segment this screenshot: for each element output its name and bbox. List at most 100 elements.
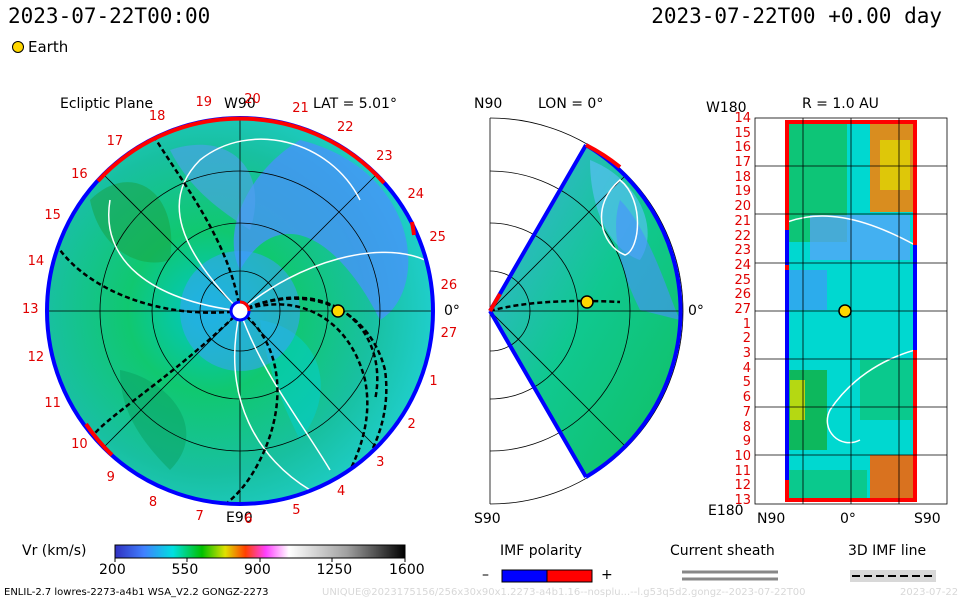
meridional-lon-label: LON = 0° [538, 96, 604, 112]
ecliptic-top-label: W90 [224, 96, 256, 112]
imf-negative-swatch [501, 569, 548, 583]
rotation-mark-2: 2 [407, 417, 416, 433]
meridional-top-label: N90 [474, 96, 503, 112]
rotation-mark-19: 19 [195, 95, 213, 111]
latlon-ytick-21: 8 [742, 419, 751, 435]
rotation-mark-18: 18 [148, 109, 166, 125]
imf-plus-label: + [601, 567, 613, 583]
colorbar-tick-200: 200 [99, 562, 126, 578]
latlon-top-left-label: W180 [706, 100, 747, 116]
ecliptic-bottom-label: E90 [226, 510, 253, 526]
rotation-mark-16: 16 [71, 167, 88, 182]
latlon-ytick-23: 10 [734, 448, 751, 464]
latlon-ytick-17: 4 [742, 360, 751, 376]
meridional-panel [488, 117, 684, 505]
latlon-ytick-16: 3 [742, 346, 751, 362]
imf-minus-label: – [482, 567, 489, 583]
meridional-right-label: 0° [688, 303, 704, 319]
rotation-mark-20: 20 [244, 92, 261, 108]
latlon-ytick-7: 21 [734, 213, 751, 229]
imf-polarity-title: IMF polarity [500, 543, 583, 559]
rotation-mark-22: 22 [337, 120, 354, 136]
latlon-ytick-25: 12 [734, 478, 751, 494]
meridional-bottom-label: S90 [474, 511, 501, 527]
latlon-ytick-9: 23 [734, 243, 751, 259]
meridional-grid [489, 117, 684, 505]
colorbar-tick-550: 550 [171, 562, 199, 578]
latlon-title: R = 1.0 AU [802, 96, 879, 112]
earth-marker-latlon [838, 304, 852, 318]
footer-date: 2023-07-22 [900, 587, 959, 598]
rotation-mark-17: 17 [106, 133, 124, 149]
latlon-ytick-1: 15 [734, 125, 751, 141]
ecliptic-current-sheath [108, 138, 426, 491]
header-datetime-left: 2023-07-22T00:00 [8, 4, 211, 28]
latlon-ytick-4: 18 [734, 169, 751, 185]
rotation-mark-14: 14 [27, 253, 45, 269]
footer-model: ENLIL-2.7 lowres-2273-a4b1 WSA_V2.2 GONG… [4, 587, 269, 598]
latlon-ytick-11: 25 [734, 272, 751, 288]
rotation-mark-26: 26 [440, 277, 458, 293]
ecliptic-title: Ecliptic Plane [60, 96, 154, 112]
earth-marker-icon [12, 41, 24, 53]
rotation-mark-3: 3 [376, 454, 385, 470]
rotation-mark-9: 9 [106, 470, 115, 486]
colorbar-tick-900: 900 [244, 562, 271, 578]
latlon-grid [754, 117, 948, 505]
latlon-panel [754, 117, 948, 505]
latlon-xtick-2: S90 [914, 511, 941, 527]
imf3d-title: 3D IMF line [848, 543, 927, 559]
rotation-mark-6: 6 [244, 511, 253, 527]
rotation-mark-7: 7 [195, 508, 204, 524]
rotation-mark-8: 8 [148, 494, 158, 510]
rotation-mark-25: 25 [429, 230, 446, 246]
ecliptic-polarity-positive-bottom [84, 422, 114, 457]
rotation-mark-1: 1 [429, 373, 438, 389]
ecliptic-polarity-positive-top [96, 116, 386, 185]
latlon-ytick-13: 27 [734, 302, 751, 317]
current-sheath-title: Current sheath [670, 543, 775, 559]
latlon-ytick-22: 9 [742, 434, 751, 450]
latlon-ytick-2: 16 [734, 140, 751, 156]
latlon-bottom-left-label: E180 [708, 503, 744, 519]
colorbar [114, 544, 406, 562]
latlon-ytick-10: 24 [734, 257, 751, 273]
ecliptic-panel [45, 116, 435, 506]
latlon-ytick-14: 1 [742, 316, 751, 332]
rotation-mark-13: 13 [22, 302, 39, 317]
latlon-ytick-18: 5 [742, 375, 751, 391]
earth-legend: Earth [12, 38, 68, 56]
colorbar-gradient [114, 544, 406, 559]
ecliptic-lat-label: LAT = 5.01° [313, 96, 397, 112]
latlon-ytick-5: 19 [734, 184, 751, 200]
latlon-xtick-0: N90 [757, 511, 786, 527]
footer-watermark: UNIQUE@2023175156/256x30x90x1.2273-a4b1.… [322, 587, 806, 598]
rotation-mark-24: 24 [407, 186, 424, 202]
latlon-ytick-3: 17 [734, 155, 751, 171]
colorbar-tick-1250: 1250 [316, 562, 353, 578]
rotation-mark-5: 5 [292, 503, 301, 519]
earth-marker-meridional [580, 295, 594, 309]
latlon-ytick-15: 2 [742, 331, 751, 347]
latlon-ytick-19: 6 [742, 390, 751, 406]
colorbar-tick-1600: 1600 [389, 562, 425, 578]
earth-marker-ecliptic [331, 304, 345, 318]
rotation-mark-15: 15 [44, 207, 61, 223]
rotation-mark-11: 11 [44, 396, 61, 412]
latlon-ytick-20: 7 [742, 404, 751, 420]
latlon-ytick-6: 20 [734, 199, 751, 215]
rotation-mark-23: 23 [376, 149, 393, 165]
ecliptic-right-label: 0° [444, 303, 460, 319]
latlon-ytick-12: 26 [734, 287, 751, 303]
rotation-mark-12: 12 [27, 350, 45, 366]
latlon-xtick-1: 0° [840, 511, 856, 527]
rotation-mark-21: 21 [292, 100, 309, 116]
rotation-mark-4: 4 [337, 483, 346, 499]
rotation-mark-10: 10 [71, 436, 88, 452]
rotation-mark-27: 27 [440, 326, 458, 342]
earth-legend-label: Earth [28, 38, 69, 56]
latlon-ytick-26: 13 [734, 493, 751, 508]
colorbar-label: Vr (km/s) [22, 543, 87, 559]
latlon-ytick-24: 11 [734, 463, 751, 479]
